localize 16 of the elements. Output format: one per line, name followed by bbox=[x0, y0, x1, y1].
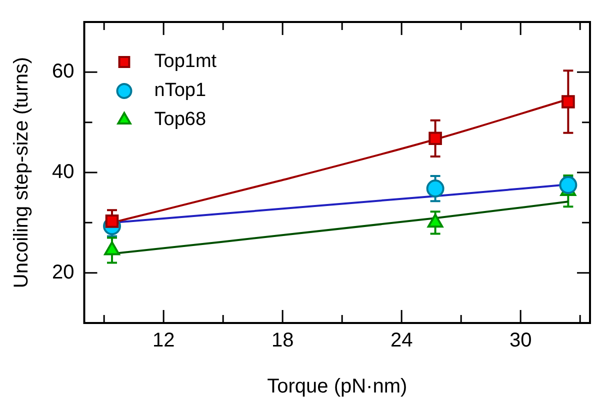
y-tick-label: 20 bbox=[52, 261, 74, 284]
x-axis-title: Torque (pN·nm) bbox=[267, 376, 408, 398]
y-axis-title: Uncoiling step-size (turns) bbox=[10, 56, 33, 288]
y-tick-label: 60 bbox=[52, 60, 74, 83]
point bbox=[562, 95, 575, 108]
y-tick-label: 40 bbox=[52, 161, 74, 184]
x-tick-label: 12 bbox=[152, 330, 175, 352]
x-tick-label: 18 bbox=[271, 330, 294, 352]
x-tick-label: 30 bbox=[509, 330, 532, 352]
point bbox=[428, 132, 442, 146]
legend-label: Top68 bbox=[154, 109, 206, 130]
legend-label: Top1mt bbox=[154, 51, 218, 72]
point bbox=[559, 176, 578, 194]
legend-label: nTop1 bbox=[154, 80, 206, 102]
x-tick-label: 24 bbox=[390, 330, 413, 352]
point bbox=[426, 180, 444, 198]
